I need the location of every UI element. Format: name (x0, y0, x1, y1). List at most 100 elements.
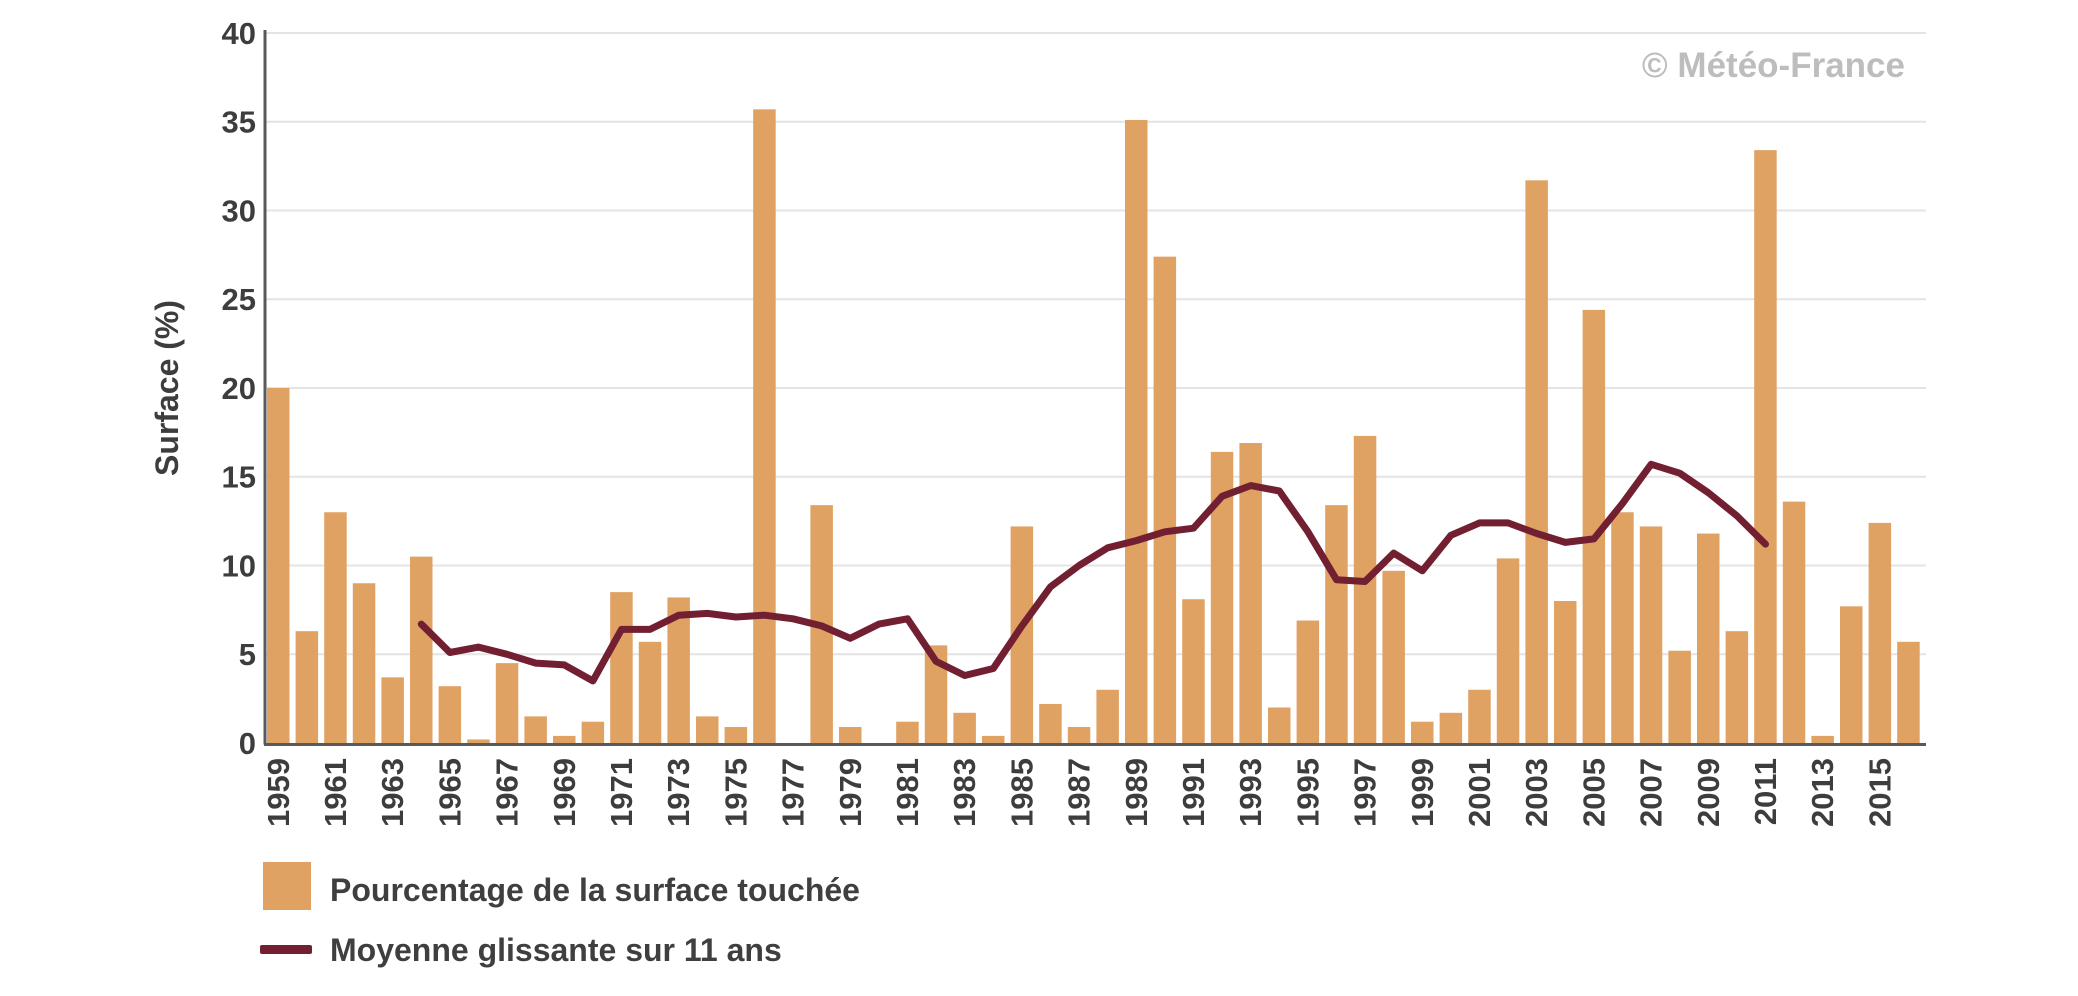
gridlines (265, 32, 1926, 656)
bar-1975 (724, 727, 748, 743)
x-tick-2003: 2003 (1519, 758, 1554, 827)
y-tick-15: 15 (222, 460, 256, 495)
bar-1970 (581, 721, 605, 743)
bar-2011 (1754, 150, 1777, 743)
bar-1961 (324, 512, 347, 743)
bar-1968 (524, 716, 547, 743)
y-tick-25: 25 (222, 282, 256, 317)
bar-1993 (1239, 443, 1262, 743)
bar-2014 (1840, 606, 1863, 743)
bar-1973 (667, 597, 690, 743)
bar-1985 (1010, 526, 1034, 743)
bar-2016 (1897, 641, 1920, 743)
x-tick-2005: 2005 (1576, 758, 1611, 827)
x-tick-2009: 2009 (1691, 758, 1726, 827)
x-tick-1987: 1987 (1062, 758, 1097, 827)
bar-1990 (1153, 256, 1177, 743)
x-tick-1997: 1997 (1348, 758, 1383, 827)
x-tick-2015: 2015 (1862, 758, 1897, 827)
bar-1992 (1210, 451, 1234, 743)
bar-2008 (1668, 650, 1691, 743)
legend-line-label: Moyenne glissante sur 11 ans (330, 932, 782, 968)
y-axis-labels: 0 5 10 15 20 25 30 35 40 (222, 16, 256, 761)
bar-1998 (1382, 570, 1405, 743)
y-tick-40: 40 (222, 16, 256, 51)
bar-1989 (1125, 119, 1148, 744)
x-tick-1961: 1961 (318, 758, 353, 827)
x-tick-1993: 1993 (1233, 758, 1268, 827)
bar-2004 (1554, 601, 1577, 743)
bar-1964 (410, 556, 433, 743)
legend: Pourcentage de la surface touchée Moyenn… (260, 862, 860, 968)
y-tick-30: 30 (222, 193, 256, 228)
x-tick-1965: 1965 (432, 758, 467, 827)
bar-2012 (1782, 501, 1806, 743)
bar-1982 (924, 645, 948, 743)
x-tick-2011: 2011 (1748, 758, 1783, 825)
x-tick-1967: 1967 (490, 758, 525, 827)
bar-1959 (267, 388, 290, 743)
bar-2006 (1611, 512, 1634, 743)
x-tick-2001: 2001 (1462, 758, 1497, 827)
x-axis-labels: 1959 1961 1963 1965 1967 1969 1971 1973 1975 1977… (261, 758, 1898, 827)
x-tick-2007: 2007 (1634, 758, 1669, 827)
moving-average-polyline (417, 460, 1769, 685)
x-tick-1963: 1963 (375, 758, 410, 827)
legend-bar-label: Pourcentage de la surface touchée (330, 872, 860, 908)
bar-2007 (1639, 526, 1663, 743)
bar-2000 (1439, 712, 1463, 743)
bar-1994 (1268, 707, 1291, 743)
y-tick-10: 10 (222, 548, 256, 583)
bar-1971 (610, 592, 633, 743)
bar-2010 (1725, 631, 1749, 743)
bar-1991 (1182, 599, 1205, 743)
bar-1960 (295, 631, 319, 743)
bar-1984 (982, 735, 1005, 743)
bar-2002 (1496, 558, 1520, 743)
bar-1976 (753, 109, 776, 743)
bar-1974 (696, 716, 719, 743)
bar-2005 (1582, 309, 1606, 743)
bar-1983 (953, 712, 976, 743)
bar-1995 (1296, 620, 1320, 743)
bar-series (267, 109, 1920, 744)
x-tick-1979: 1979 (833, 758, 868, 827)
bar-1979 (839, 727, 862, 743)
watermark: © Météo-France (1642, 46, 1905, 85)
x-tick-1971: 1971 (604, 758, 639, 827)
bar-1969 (553, 735, 576, 743)
axes (263, 30, 1926, 746)
y-tick-20: 20 (222, 371, 256, 406)
bar-1999 (1411, 721, 1434, 743)
bar-1967 (495, 663, 519, 743)
x-tick-1973: 1973 (661, 758, 696, 827)
bar-1966 (467, 739, 490, 743)
bar-2009 (1697, 533, 1720, 743)
bar-1981 (896, 721, 919, 743)
bar-1972 (638, 641, 662, 743)
x-tick-1999: 1999 (1405, 758, 1440, 827)
bar-1963 (381, 677, 404, 743)
bar-2015 (1868, 522, 1892, 743)
bar-2001 (1468, 689, 1491, 743)
bar-1962 (352, 583, 376, 743)
bar-1987 (1067, 727, 1091, 743)
x-tick-1959: 1959 (261, 758, 296, 827)
x-tick-1975: 1975 (718, 758, 753, 827)
x-tick-1985: 1985 (1004, 758, 1039, 827)
legend-line-swatch-icon (260, 945, 312, 954)
y-tick-35: 35 (222, 105, 256, 140)
bar-1988 (1096, 689, 1119, 743)
x-tick-1989: 1989 (1119, 758, 1154, 827)
x-tick-1981: 1981 (890, 758, 925, 827)
x-tick-2013: 2013 (1805, 758, 1840, 827)
legend-bar-swatch-icon (263, 862, 311, 910)
bar-1986 (1039, 703, 1062, 743)
x-tick-1983: 1983 (947, 758, 982, 827)
bar-1965 (438, 686, 462, 743)
y-axis-title: Surface (%) (149, 300, 185, 476)
bar-2003 (1525, 180, 1548, 743)
y-tick-0: 0 (239, 726, 256, 761)
